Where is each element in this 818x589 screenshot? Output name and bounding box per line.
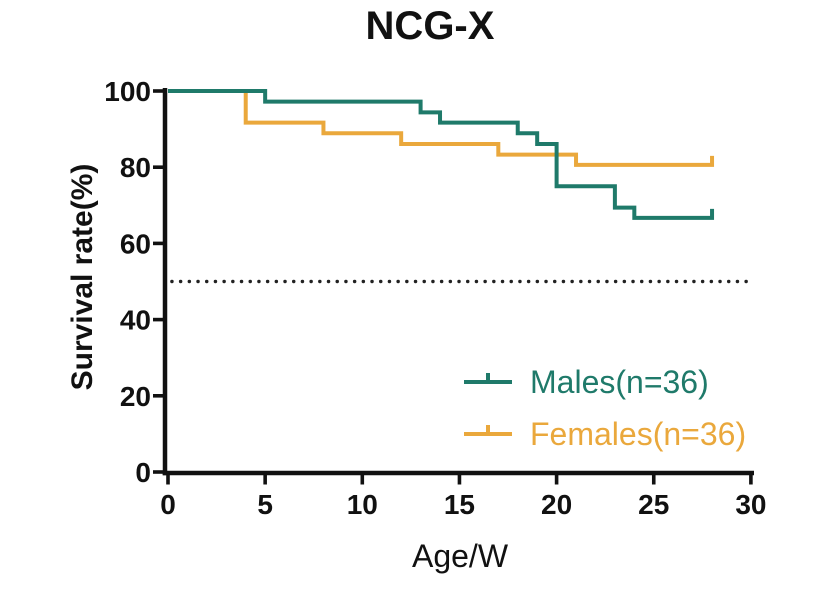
y-tick-label: 60 — [120, 228, 151, 259]
females-survival-curve — [168, 89, 715, 167]
x-tick-label: 10 — [347, 489, 378, 520]
x-tick-label: 15 — [444, 489, 475, 520]
legend-label-males: Males(n=36) — [530, 364, 709, 400]
males-survival-curve — [168, 89, 715, 220]
y-tick-label: 100 — [104, 76, 151, 107]
chart-title: NCG-X — [365, 4, 495, 48]
x-tick-label: 30 — [735, 489, 766, 520]
y-tick-label: 0 — [135, 457, 151, 488]
x-tick-label: 5 — [257, 489, 273, 520]
x-tick-label: 0 — [160, 489, 176, 520]
x-tick-label: 25 — [638, 489, 669, 520]
x-tick-label: 20 — [541, 489, 572, 520]
y-tick-label: 80 — [120, 152, 151, 183]
legend-label-females: Females(n=36) — [530, 416, 746, 452]
y-tick-label: 40 — [120, 305, 151, 336]
y-tick-label: 20 — [120, 381, 151, 412]
x-axis-title: Age/W — [411, 538, 509, 574]
